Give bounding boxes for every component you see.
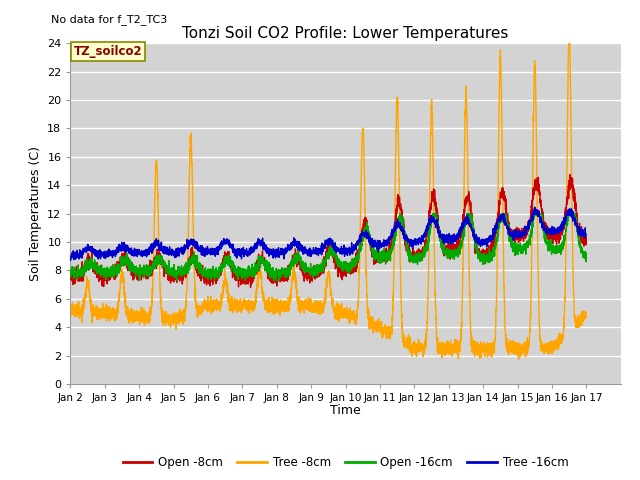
Title: Tonzi Soil CO2 Profile: Lower Temperatures: Tonzi Soil CO2 Profile: Lower Temperatur… [182,25,509,41]
Text: No data for f_T2_TC3: No data for f_T2_TC3 [51,14,168,25]
Text: TZ_soilco2: TZ_soilco2 [74,45,143,58]
X-axis label: Time: Time [330,405,361,418]
Legend: Open -8cm, Tree -8cm, Open -16cm, Tree -16cm: Open -8cm, Tree -8cm, Open -16cm, Tree -… [118,451,573,474]
Y-axis label: Soil Temperatures (C): Soil Temperatures (C) [29,146,42,281]
